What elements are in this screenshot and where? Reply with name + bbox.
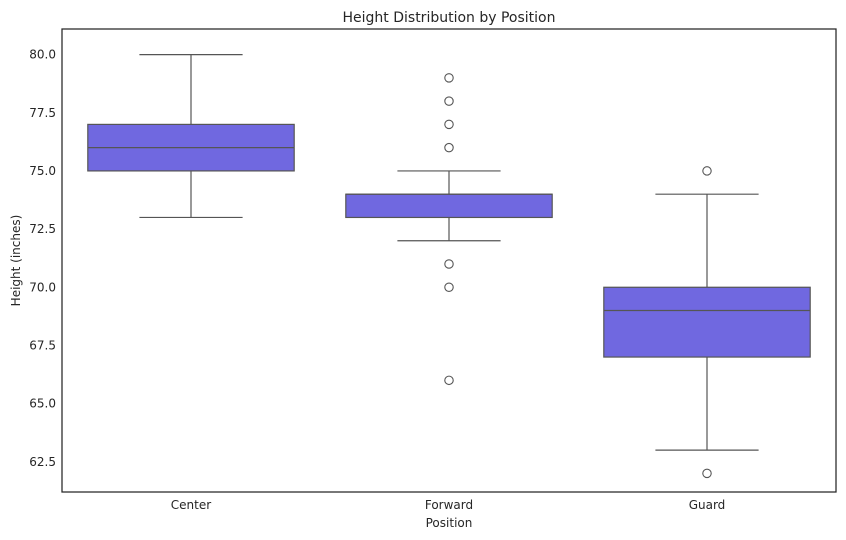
box-series bbox=[87, 53, 811, 479]
outlier-point bbox=[444, 119, 454, 130]
x-tick-label: Center bbox=[171, 498, 211, 512]
outlier-point bbox=[702, 468, 712, 479]
outlier-point bbox=[444, 282, 454, 293]
box-iqr bbox=[345, 193, 553, 219]
outlier-point bbox=[444, 142, 454, 153]
outlier-point bbox=[444, 96, 454, 106]
box-guard bbox=[603, 166, 811, 479]
chart-title: Height Distribution by Position bbox=[343, 10, 556, 26]
y-axis-label: Height (inches) bbox=[9, 215, 23, 307]
y-tick-label: 75.0 bbox=[29, 164, 56, 178]
x-axis-label: Position bbox=[426, 516, 473, 530]
y-tick-label: 65.0 bbox=[29, 397, 56, 411]
y-tick-label: 77.5 bbox=[29, 106, 56, 120]
y-tick-label: 80.0 bbox=[29, 48, 56, 62]
x-tick-label: Guard bbox=[689, 498, 726, 512]
y-tick-label: 70.0 bbox=[29, 280, 56, 294]
outlier-point bbox=[444, 73, 454, 83]
y-axis-ticks: 62.5 65.0 67.5 70.0 72.5 75.0 77.5 80.0 bbox=[29, 48, 56, 469]
outlier-point bbox=[444, 259, 454, 269]
y-tick-label: 62.5 bbox=[29, 455, 56, 469]
box-iqr bbox=[603, 286, 811, 358]
outlier-point bbox=[444, 375, 454, 386]
y-tick-label: 67.5 bbox=[29, 338, 56, 352]
box-center bbox=[87, 53, 295, 219]
plot-frame bbox=[61, 28, 837, 493]
box-forward bbox=[345, 73, 553, 386]
outlier-point bbox=[702, 166, 712, 176]
x-tick-label: Forward bbox=[425, 498, 473, 512]
y-tick-label: 72.5 bbox=[29, 222, 56, 236]
x-axis-ticks: Center Forward Guard bbox=[171, 498, 726, 512]
